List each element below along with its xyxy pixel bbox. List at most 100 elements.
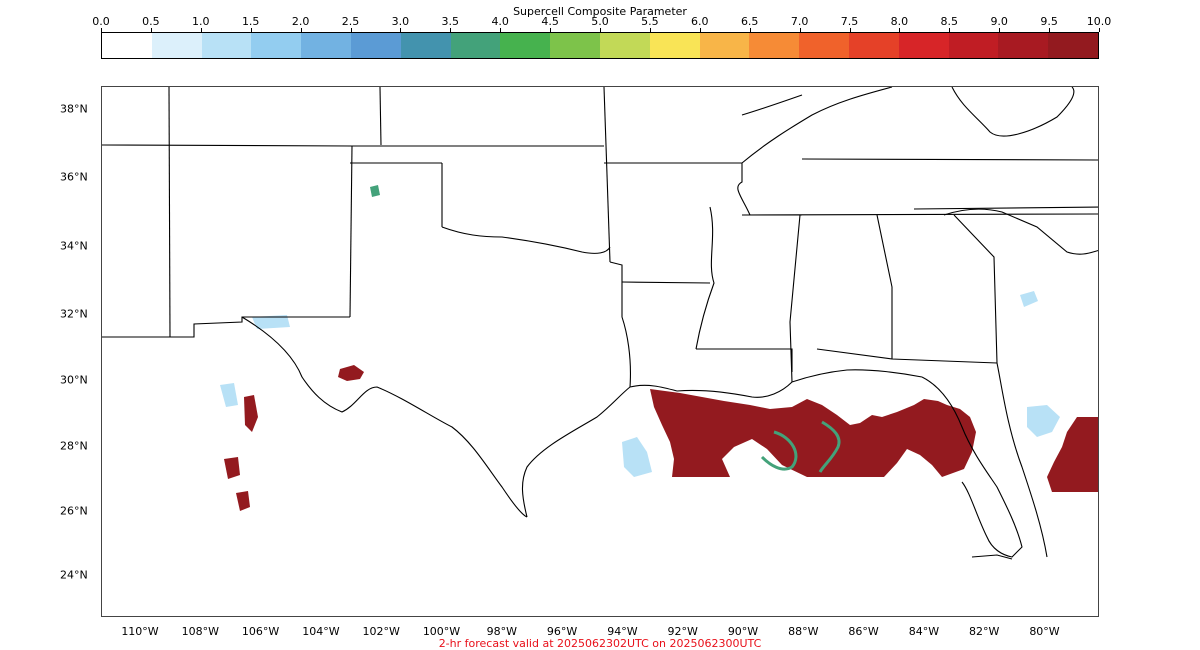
colorbar-tick-label: 1.0 — [192, 15, 210, 28]
border-ga-sc — [953, 214, 998, 364]
longitude-label: 88°W — [788, 625, 819, 638]
florida-atlantic-scp-faint — [1027, 405, 1060, 437]
colorbar-segment — [550, 33, 600, 58]
colorbar-tick-mark — [749, 28, 751, 32]
longitude-label: 92°W — [667, 625, 698, 638]
colorbar-segment — [649, 33, 700, 58]
colorbar-segment — [500, 33, 551, 58]
longitude-label: 98°W — [486, 625, 517, 638]
mexico-scp-faint — [220, 383, 238, 407]
gulf-scp-edge-green — [760, 430, 798, 471]
colorbar-tick-label: 4.5 — [541, 15, 559, 28]
colorbar-tick-mark — [300, 28, 302, 32]
latitude-label: 32°N — [60, 307, 88, 321]
border-tx-coast — [521, 384, 678, 518]
longitude-label: 104°W — [302, 625, 340, 638]
latitude-label: 38°N — [60, 102, 88, 116]
colorbar-tick-label: 6.5 — [740, 15, 759, 28]
border-sc-nc — [943, 208, 1098, 255]
border-cuba-keys — [971, 554, 1013, 560]
border-tx-nm-south — [102, 316, 350, 338]
colorbar-segment — [102, 33, 152, 58]
colorbar-tick-mark — [101, 28, 102, 32]
latitude-label: 26°N — [60, 504, 88, 518]
border-west-north — [102, 144, 353, 147]
colorbar-segment — [948, 33, 999, 58]
border-co-nm — [379, 87, 382, 146]
colorbar-segment — [699, 33, 750, 58]
colorbar-tick-mark — [899, 28, 901, 32]
colorbar-segment — [400, 33, 451, 58]
florida-atlantic-scp — [1047, 417, 1098, 492]
border-tn-ky — [801, 158, 1098, 161]
border-ky-north — [741, 87, 893, 164]
border-tx-la — [609, 261, 631, 388]
colorbar-tick-mark — [500, 28, 502, 32]
latitude-label: 36°N — [60, 170, 88, 184]
longitude-label: 106°W — [241, 625, 280, 638]
border-wv — [951, 87, 1075, 137]
colorbar-tick-label: 8.0 — [890, 15, 909, 28]
border-red-river — [441, 226, 611, 254]
colorbar-tick-mark — [1099, 28, 1100, 32]
colorbar-tick-label: 3.0 — [391, 15, 410, 28]
colorbar-tick-label: 6.0 — [691, 15, 709, 28]
colorbar-tick-mark — [949, 28, 951, 32]
longitude-label: 100°W — [422, 625, 461, 638]
border-ms-river — [695, 206, 715, 350]
mexico-scp-2 — [224, 457, 240, 479]
colorbar-segment — [350, 33, 401, 58]
colorbar-segment — [201, 33, 252, 58]
latitude-label: 34°N — [60, 239, 88, 253]
scp-field — [220, 185, 1098, 511]
colorbar-segment — [898, 33, 949, 58]
colorbar-tick-mark — [1049, 28, 1051, 32]
colorbar-tick-mark — [600, 28, 601, 32]
colorbar-tick-mark — [150, 28, 152, 32]
colorbar-tick-label: 1.5 — [241, 15, 260, 28]
border-ar-la — [621, 281, 711, 284]
forecast-map — [102, 87, 1098, 560]
map-panel — [101, 86, 1099, 617]
colorbar-tick-label: 2.0 — [291, 15, 310, 28]
border-la-ms-south — [696, 348, 793, 372]
colorbar-tick-label: 9.0 — [990, 15, 1008, 28]
colorbar-tick-label: 10.0 — [1086, 15, 1112, 28]
latitude-label: 28°N — [60, 439, 88, 453]
border-rio-grande — [241, 316, 528, 518]
border-ms-al — [789, 214, 801, 383]
colorbar-title: Supercell Composite Parameter — [513, 5, 687, 18]
colorbar-tick-mark — [649, 28, 651, 32]
mexico-scp-3 — [236, 491, 250, 511]
longitude-label: 102°W — [362, 625, 400, 638]
colorbar-tick-mark — [799, 28, 801, 32]
colorbar-tick-mark — [450, 28, 452, 32]
colorbar-tick-label: 5.0 — [591, 15, 609, 28]
border-nm-tx-west — [349, 145, 353, 318]
longitude-label: 86°W — [848, 625, 879, 638]
border-fl-peninsula — [921, 376, 1023, 558]
longitude-label: 82°W — [969, 625, 1000, 638]
colorbar-tick-label: 9.5 — [1040, 15, 1058, 28]
gulf-scp-edge-green-2 — [818, 420, 841, 473]
colorbar-tick-label: 2.5 — [341, 15, 360, 28]
longitude-label: 96°W — [546, 625, 578, 638]
colorbar-tick-mark — [400, 28, 402, 32]
carolina-scp-faint — [1020, 291, 1038, 307]
longitude-label: 108°W — [181, 625, 219, 638]
border-az-nm — [168, 87, 171, 338]
colorbar-tick-label: 3.5 — [441, 15, 460, 28]
west-texas-scp-faint — [252, 315, 290, 329]
colorbar-tick-label: 5.5 — [641, 15, 659, 28]
colorbar-tick-mark — [250, 28, 252, 32]
texas-scp-cell — [338, 365, 364, 381]
colorbar-tick-label: 7.5 — [840, 15, 859, 28]
latitude-label: 30°N — [60, 373, 88, 387]
longitude-label: 94°W — [607, 625, 638, 638]
longitude-label: 80°W — [1029, 625, 1060, 638]
latitude-label: 24°N — [60, 568, 88, 582]
state-borders — [102, 87, 1098, 560]
longitude-label: 90°W — [727, 625, 759, 638]
colorbar-segment — [799, 33, 849, 58]
border-ar-mo — [604, 162, 802, 216]
